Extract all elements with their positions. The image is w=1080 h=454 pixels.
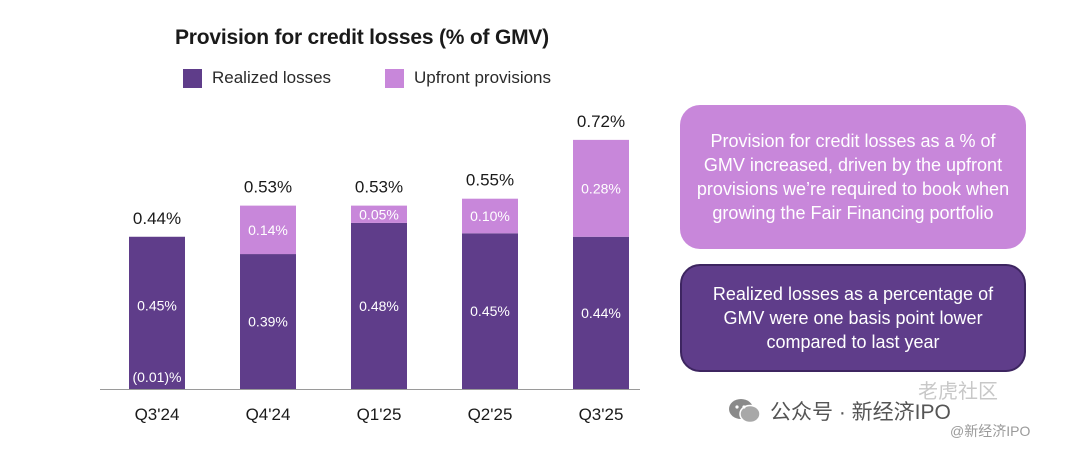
bar-realized [351, 222, 407, 389]
legend-swatch-realized [183, 68, 202, 88]
data-label-realized: 0.45% [137, 297, 177, 313]
data-label-upfront: 0.14% [248, 222, 288, 238]
x-tick-label: Q3'25 [579, 405, 624, 424]
x-tick-label: Q2'25 [468, 405, 513, 424]
watermark-sub-text: @新经济IPO [950, 423, 1031, 439]
bar-upfront [462, 198, 518, 234]
legend-item-upfront-provisions: Upfront provisions [385, 68, 551, 88]
total-label: 0.53% [355, 178, 403, 197]
x-tick-label: Q1'25 [357, 405, 402, 424]
legend-label-upfront: Upfront provisions [414, 68, 552, 87]
legend-item-realized-losses: Realized losses [183, 68, 331, 88]
bar-realized [240, 254, 296, 389]
bar-upfront [573, 139, 629, 237]
bar-realized [129, 236, 185, 389]
data-label-realized: 0.45% [470, 303, 510, 319]
bar-upfront [240, 205, 296, 255]
data-label-upfront: 0.05% [359, 206, 399, 222]
watermark-corner-text: 老虎社区 [918, 381, 998, 403]
total-label: 0.55% [466, 171, 514, 190]
legend-label-realized: Realized losses [212, 68, 332, 87]
callout-upfront-provisions: Provision for credit losses as a % of GM… [680, 105, 1026, 249]
x-tick-label: Q4'24 [246, 405, 291, 424]
total-label: 0.44% [133, 209, 181, 228]
data-label-upfront: 0.28% [581, 180, 621, 196]
data-label-realized: 0.44% [581, 305, 621, 321]
data-label-realized: 0.48% [359, 298, 399, 314]
callout-realized-losses: Realized losses as a percentage of GMV w… [680, 264, 1026, 372]
bar-realized [573, 236, 629, 389]
data-label-realized: 0.39% [248, 314, 288, 330]
bar-realized [462, 233, 518, 389]
legend-swatch-upfront [385, 68, 404, 88]
x-tick-label: Q3'24 [135, 405, 180, 424]
watermark: 公众号 · 新经济IPO [728, 396, 951, 426]
total-label: 0.53% [244, 178, 292, 197]
data-label-upfront: 0.10% [470, 208, 510, 224]
wechat-icon [728, 397, 762, 425]
watermark-main-text: 公众号 · 新经济IPO [770, 401, 951, 424]
chart-title: Provision for credit losses (% of GMV) [175, 26, 549, 49]
total-label: 0.72% [577, 112, 625, 131]
bar-upfront [351, 205, 407, 223]
data-label-upfront: (0.01)% [132, 369, 181, 385]
stacked-bar-chart: 0.45% (0.01)% 0.44% Q3'24 0.14% 0.39% 0.53% Q4'… [100, 112, 640, 424]
